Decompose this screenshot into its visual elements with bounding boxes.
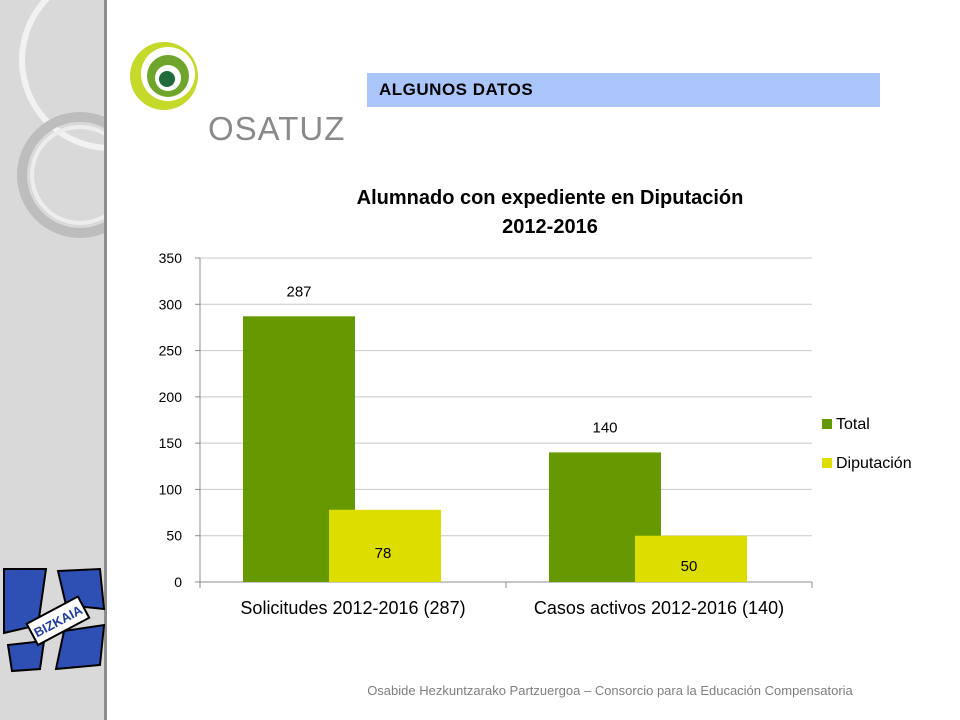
data-label-diputacion: 50 xyxy=(681,558,698,575)
sidebar-edge xyxy=(104,0,107,720)
bar-diputacion xyxy=(329,509,441,582)
bizkaia-logo: BIZKAIA xyxy=(0,565,110,680)
data-label-total: 140 xyxy=(592,419,617,436)
legend-label: Diputación xyxy=(836,455,912,472)
y-tick-label: 350 xyxy=(159,250,183,266)
legend-swatch xyxy=(822,458,832,468)
data-label-total: 287 xyxy=(286,283,311,300)
y-tick-label: 0 xyxy=(174,574,182,590)
data-label-diputacion: 78 xyxy=(375,545,392,562)
chart-title-line2: 2012-2016 xyxy=(502,216,598,238)
y-tick-label: 250 xyxy=(159,343,183,359)
decorative-circles xyxy=(17,0,104,238)
y-tick-label: 300 xyxy=(159,296,183,312)
chart-title: Alumnado con expediente en Diputación 20… xyxy=(260,184,840,242)
legend-swatch xyxy=(822,419,832,429)
y-tick-label: 50 xyxy=(166,528,182,544)
section-title: ALGUNOS DATOS xyxy=(379,80,534,99)
y-tick-label: 150 xyxy=(159,435,183,451)
section-header: ALGUNOS DATOS xyxy=(367,73,880,107)
bar-diputacion xyxy=(635,535,747,582)
osatuz-logo xyxy=(118,38,218,123)
osatuz-logo-icon xyxy=(130,42,198,110)
y-tick-label: 200 xyxy=(159,389,183,405)
x-category-label: Solicitudes 2012-2016 (287) xyxy=(240,598,465,618)
bizkaia-logo-icon: BIZKAIA xyxy=(3,567,106,673)
logo-text: OSATUZ xyxy=(208,110,346,147)
footer-text: Osabide Hezkuntzarako Partzuergoa – Cons… xyxy=(367,683,853,698)
y-tick-label: 100 xyxy=(159,481,183,497)
x-category-label: Casos activos 2012-2016 (140) xyxy=(534,598,784,618)
chart-title-line1: Alumnado con expediente en Diputación xyxy=(356,187,744,209)
legend-label: Total xyxy=(836,416,870,433)
